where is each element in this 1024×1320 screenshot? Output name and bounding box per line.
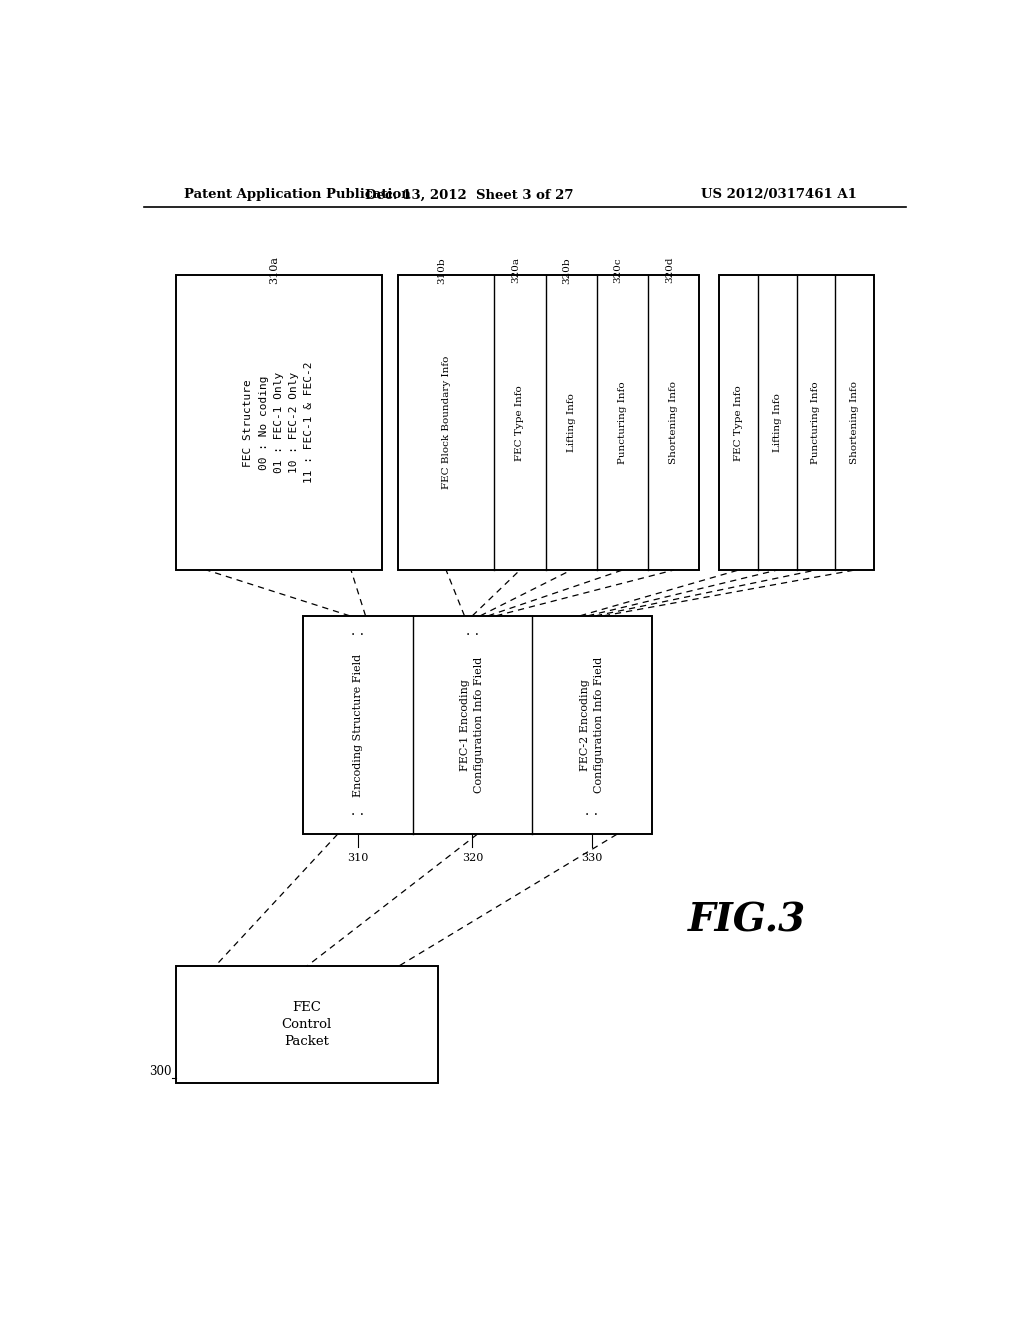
Text: Shortening Info: Shortening Info — [670, 381, 678, 465]
Text: 300: 300 — [150, 1065, 172, 1078]
Text: 310: 310 — [347, 853, 369, 862]
Text: FEC Block Boundary Info: FEC Block Boundary Info — [441, 356, 451, 490]
Text: 320: 320 — [462, 853, 483, 862]
Text: 330: 330 — [582, 853, 603, 862]
Text: Puncturing Info: Puncturing Info — [811, 381, 820, 463]
Text: · ·: · · — [466, 628, 479, 642]
Text: FEC-2 Encoding
Configuration Info Field: FEC-2 Encoding Configuration Info Field — [580, 657, 604, 793]
Text: FEC-1 Encoding
Configuration Info Field: FEC-1 Encoding Configuration Info Field — [461, 657, 484, 793]
Text: Encoding Structure Field: Encoding Structure Field — [352, 653, 362, 796]
Text: FEC Structure
00 : No coding
01 : FEC-1 Only
10 : FEC-2 Only
11 : FEC-1 & FEC-2: FEC Structure 00 : No coding 01 : FEC-1 … — [244, 362, 314, 483]
Text: FEC Type Info: FEC Type Info — [515, 385, 524, 461]
Text: Patent Application Publication: Patent Application Publication — [183, 189, 411, 202]
Bar — [397, 276, 699, 570]
Text: 320c: 320c — [613, 257, 623, 282]
Text: Puncturing Info: Puncturing Info — [618, 381, 627, 463]
Bar — [719, 276, 873, 570]
Text: Lifting Info: Lifting Info — [773, 393, 781, 453]
Text: · ·: · · — [351, 808, 365, 822]
Text: 310a: 310a — [268, 256, 279, 284]
Text: 310b: 310b — [437, 257, 446, 284]
Text: Shortening Info: Shortening Info — [850, 381, 859, 465]
Text: · ·: · · — [351, 628, 365, 642]
Bar — [176, 966, 437, 1084]
Text: FIG.3: FIG.3 — [688, 902, 806, 940]
Text: FEC Type Info: FEC Type Info — [734, 385, 743, 461]
Text: 320d: 320d — [665, 257, 674, 284]
Text: 320b: 320b — [562, 257, 571, 284]
Bar — [303, 615, 652, 834]
Text: Dec. 13, 2012  Sheet 3 of 27: Dec. 13, 2012 Sheet 3 of 27 — [365, 189, 573, 202]
Text: Lifting Info: Lifting Info — [566, 393, 575, 453]
Text: 320a: 320a — [511, 257, 520, 284]
Bar — [176, 276, 382, 570]
Text: US 2012/0317461 A1: US 2012/0317461 A1 — [700, 189, 857, 202]
Text: FEC
Control
Packet: FEC Control Packet — [282, 1002, 332, 1048]
Text: · ·: · · — [586, 808, 599, 822]
